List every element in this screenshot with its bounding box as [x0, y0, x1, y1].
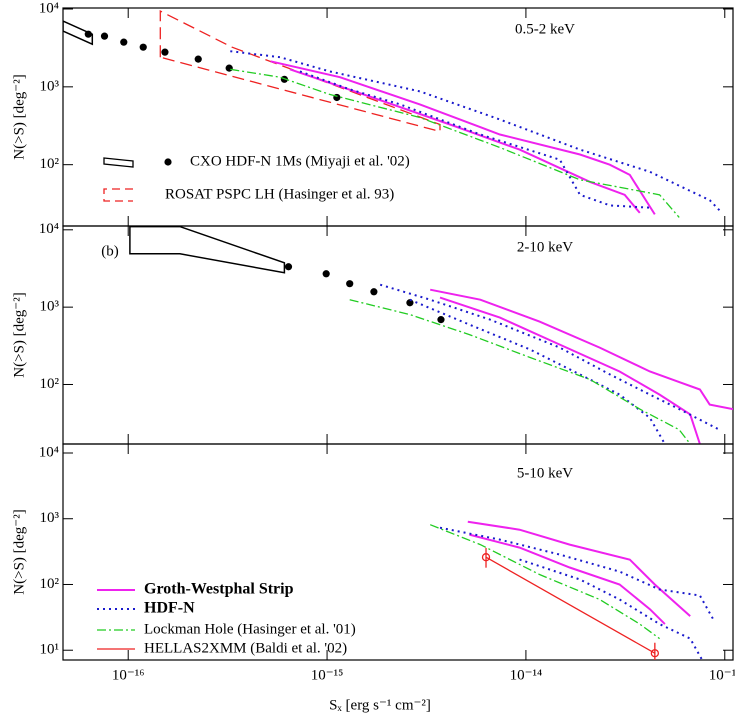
y-tick-label: 10⁴ — [39, 0, 59, 16]
panel-label: 5-10 keV — [517, 465, 573, 481]
x-tick-label: 10⁻¹⁵ — [311, 667, 344, 683]
curve — [485, 556, 656, 654]
panel-frame — [62, 443, 734, 661]
curve — [439, 526, 716, 623]
legend-label: ROSAT PSPC LH (Hasinger et al. 93) — [165, 186, 394, 202]
legend-label: Lockman Hole (Hasinger et al. '01) — [144, 621, 356, 637]
data-point — [139, 43, 147, 51]
x-tick-label: 10⁻¹³ — [709, 667, 735, 683]
y-tick-label: 10² — [40, 156, 60, 172]
data-point — [346, 280, 354, 288]
legend-label: Groth-Westphal Strip — [144, 581, 294, 598]
y-axis-label: N(>S) [deg⁻²] — [11, 292, 27, 377]
y-tick-label: 10⁴ — [39, 221, 59, 237]
data-point — [194, 55, 202, 63]
y-tick-label: 10³ — [40, 78, 60, 94]
data-point — [322, 270, 330, 278]
curve — [469, 533, 666, 625]
data-point — [370, 288, 378, 296]
data-point — [120, 38, 128, 46]
legend-icon — [164, 158, 172, 166]
curve — [230, 68, 680, 218]
y-tick-label: 10² — [40, 376, 60, 392]
legend-label: CXO HDF-N 1Ms (Miyaji et al. '02) — [190, 153, 410, 169]
curve — [349, 299, 691, 444]
data-point — [284, 263, 293, 271]
curve — [439, 296, 701, 444]
region — [63, 20, 94, 46]
curve — [519, 558, 704, 660]
legend-icon — [103, 157, 134, 168]
plot-area — [429, 520, 716, 660]
curve — [467, 520, 691, 617]
curve — [289, 68, 641, 214]
curve — [430, 288, 733, 411]
legend-label: HDF-N — [144, 600, 195, 617]
y-tick-label: 10⁴ — [39, 444, 59, 460]
data-point — [406, 299, 414, 307]
legend-label: HELLAS2XMM (Baldi et al. '02) — [144, 640, 347, 656]
panel-label: 0.5-2 keV — [515, 21, 575, 37]
data-point — [100, 32, 109, 40]
y-tick-label: 10³ — [40, 299, 60, 315]
region — [129, 226, 286, 274]
data-point — [650, 649, 659, 658]
curve — [379, 283, 720, 431]
panel-frame — [62, 7, 734, 227]
panel-tag: (b) — [101, 243, 119, 259]
data-point — [481, 553, 491, 562]
x-tick-label: 10⁻¹⁴ — [510, 667, 543, 683]
plot-area — [129, 226, 733, 444]
data-point — [225, 64, 233, 72]
y-tick-label: 10¹ — [40, 642, 60, 658]
y-tick-label: 10² — [40, 576, 60, 592]
x-axis-label: Sₓ [erg s⁻¹ cm⁻²] — [329, 697, 431, 713]
curve — [299, 70, 650, 209]
plot-area — [63, 10, 721, 218]
x-tick-label: 10⁻¹⁶ — [112, 667, 145, 683]
curve — [429, 524, 660, 640]
y-axis-label: N(>S) [deg⁻²] — [11, 74, 27, 159]
curve — [270, 60, 656, 215]
y-tick-label: 10³ — [40, 510, 60, 526]
data-point — [161, 48, 169, 56]
legend-icon — [103, 188, 133, 202]
y-axis-label: N(>S) [deg⁻²] — [11, 509, 27, 594]
curve — [230, 50, 721, 211]
panel-label: 2-10 keV — [517, 239, 573, 255]
panel-frame — [62, 225, 734, 445]
data-point — [437, 316, 445, 324]
